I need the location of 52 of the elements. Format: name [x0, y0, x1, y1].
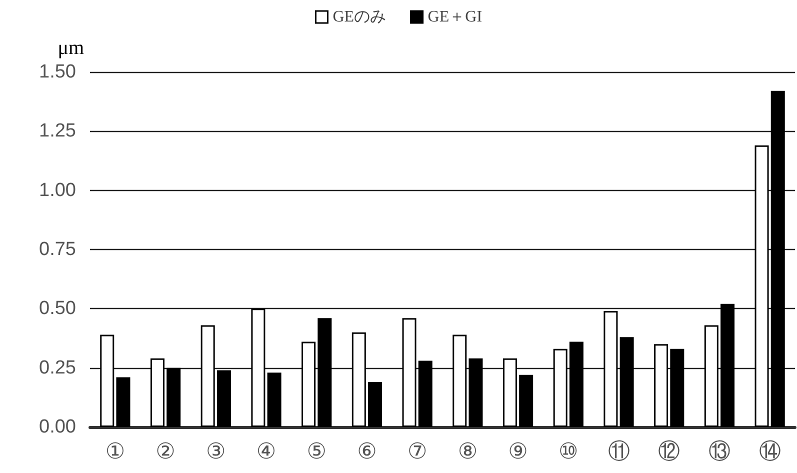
bar: [116, 377, 130, 427]
bar: [352, 332, 366, 427]
y-tick-label: 0.00: [39, 416, 76, 438]
bar: [553, 348, 568, 427]
bar: [502, 358, 517, 427]
bar: [770, 90, 785, 427]
x-tick-label: ⑪: [608, 440, 630, 464]
x-tick-label: ⑥: [357, 440, 377, 464]
bar: [100, 334, 114, 427]
y-tick-label: 1.50: [39, 62, 76, 82]
bar: [569, 342, 584, 427]
bar: [251, 308, 266, 427]
x-tick-label: ⑩: [558, 440, 578, 464]
bar: [754, 145, 769, 427]
bar: [302, 342, 316, 427]
bar: [418, 360, 432, 427]
bar: [720, 304, 735, 427]
bar: [670, 348, 684, 427]
x-tick-label: ⑨: [508, 440, 528, 464]
bar: [468, 358, 483, 427]
x-tick-label: ⑫: [658, 440, 680, 464]
bar: [519, 374, 534, 427]
y-tick-label: 0.75: [39, 239, 76, 260]
bar: [216, 370, 231, 427]
x-tick-label: ②: [156, 440, 176, 464]
bar: [368, 382, 382, 427]
bar: [402, 318, 416, 427]
legend-label: GE＋GI: [428, 8, 482, 26]
legend-label: GEのみ: [332, 8, 386, 26]
bar: [318, 318, 332, 427]
y-tick-label: 1.25: [39, 120, 76, 142]
bar: [620, 337, 634, 427]
bar: [267, 372, 282, 427]
y-tick-label: 0.25: [39, 357, 76, 378]
bar: [604, 311, 618, 427]
bar: [654, 344, 668, 427]
bar: [200, 325, 215, 427]
bar: [704, 325, 718, 427]
y-tick-label: 0.50: [39, 298, 76, 320]
x-tick-label: ⑦: [407, 440, 428, 464]
bar: [452, 334, 467, 427]
x-tick-label: ①: [105, 440, 126, 464]
x-tick-label: ⑤: [306, 440, 326, 464]
bar: [166, 368, 181, 427]
x-tick-label: ⑬: [708, 440, 730, 464]
x-tick-label: ③: [206, 440, 226, 464]
y-axis-title: μm: [58, 37, 84, 59]
y-tick-label: 1.00: [39, 180, 76, 201]
x-tick-label: ⑧: [458, 440, 478, 464]
x-tick-label: ④: [256, 440, 276, 464]
bar: [150, 358, 164, 427]
x-tick-label: ⑭: [758, 440, 781, 464]
